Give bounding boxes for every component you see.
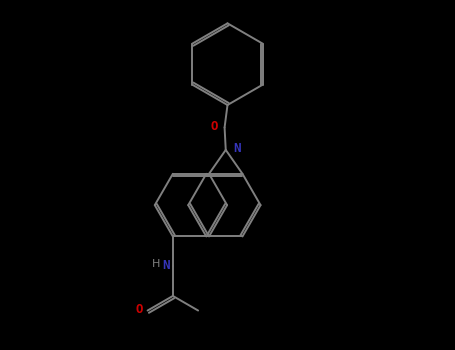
Text: N: N: [162, 259, 170, 272]
Text: O: O: [210, 120, 217, 133]
Text: N: N: [233, 142, 240, 155]
Text: H: H: [152, 259, 161, 270]
Text: O: O: [136, 303, 143, 316]
